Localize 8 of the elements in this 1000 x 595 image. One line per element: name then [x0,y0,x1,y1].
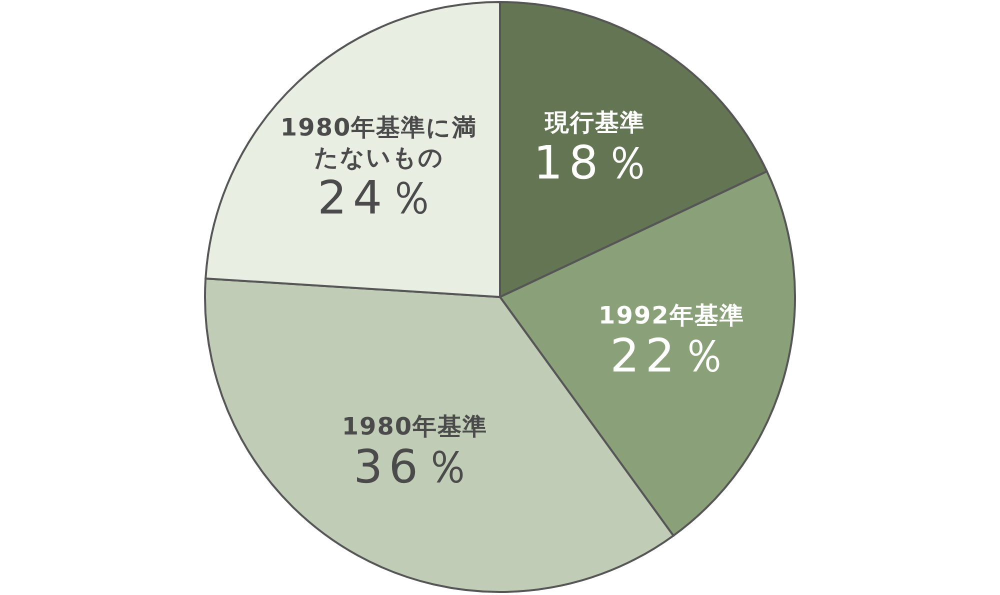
slice-label: 1980年基準に満たないもの [279,112,478,173]
slice-label: 1992年基準 [598,300,744,331]
data-label: 36％ [352,440,477,494]
data-label: 22％ [609,328,734,383]
slice-label: 1980年基準 [342,412,488,442]
data-label: 18％ [534,135,656,190]
slice-label: 現行基準 [543,107,646,138]
data-label: 24％ [316,170,442,225]
